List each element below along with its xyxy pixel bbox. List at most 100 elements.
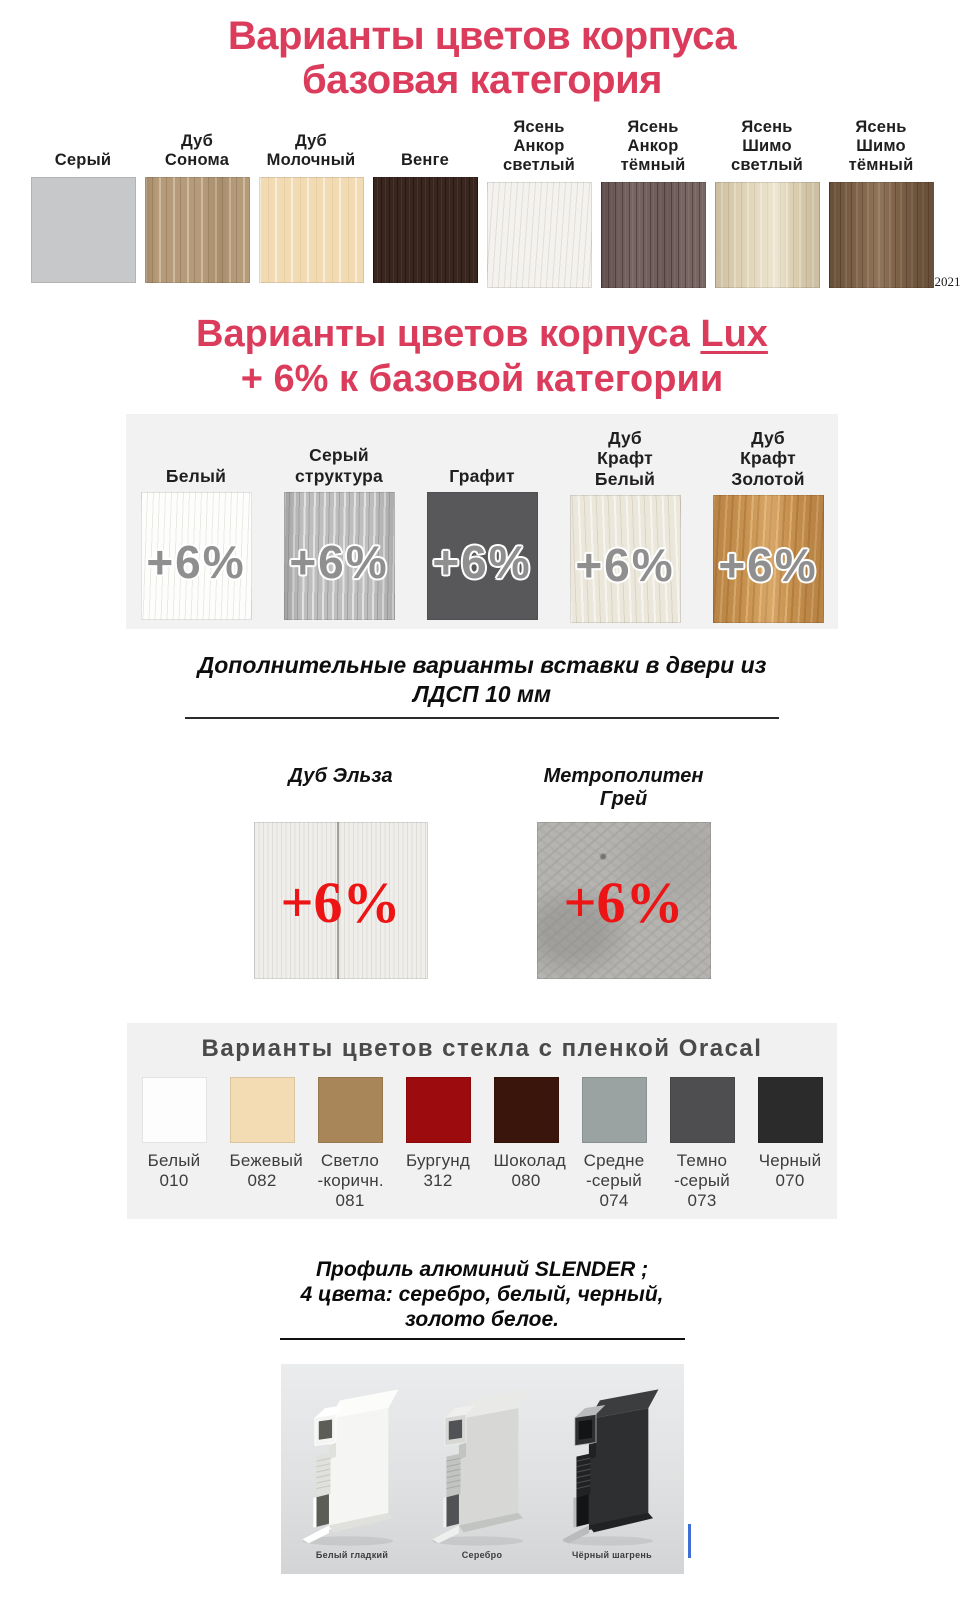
color-swatch[interactable] xyxy=(372,177,478,283)
inserts-divider xyxy=(185,716,779,719)
color-swatch[interactable] xyxy=(258,177,364,283)
profile-label: Белый гладкий xyxy=(315,1549,389,1560)
base-colors-header: Варианты цветов корпуса базовая категори… xyxy=(0,0,964,102)
color-swatch[interactable] xyxy=(486,182,592,289)
lux-swatch-item: Дуб Крафт Белый +6% xyxy=(569,428,681,623)
base-colors-title-line1: Варианты цветов корпуса xyxy=(227,14,737,58)
swatch-label: Шоколад 080 xyxy=(493,1150,566,1190)
color-swatch[interactable] xyxy=(600,182,706,289)
inserts-title-line2: ЛДСП 10 мм xyxy=(413,681,551,708)
swatch-label: Белый xyxy=(165,465,227,486)
swatch-label: Метрополитен Грей xyxy=(543,764,704,810)
color-swatch[interactable]: +6% xyxy=(426,492,538,621)
color-swatch[interactable] xyxy=(317,1076,383,1143)
swatch-label: Графит xyxy=(449,465,515,486)
insert-swatch-item: Метрополитен Грей +6% xyxy=(536,764,711,979)
swatch-label: Белый 010 xyxy=(147,1150,201,1190)
color-swatch[interactable]: +6% xyxy=(140,492,252,621)
color-swatch[interactable] xyxy=(581,1076,647,1143)
lux-colors-row: Белый +6% Серый структура +6% Графит +6% Дуб К… xyxy=(126,428,838,623)
swatch-label: Дуб Молочный xyxy=(266,131,356,169)
color-swatch[interactable] xyxy=(405,1076,471,1143)
swatch-label: Дуб Крафт Белый xyxy=(594,428,656,489)
color-swatch[interactable] xyxy=(141,1076,207,1143)
swatch-label: Черный 070 xyxy=(758,1150,822,1190)
swatch-label: Дуб Крафт Золотой xyxy=(731,428,805,489)
swatch-label: Венге xyxy=(400,150,450,169)
profile-label: Чёрный шагрень xyxy=(572,1549,652,1560)
glass-colors-panel: Варианты цветов стекла с пленкой Oracal … xyxy=(127,1022,837,1219)
lux-swatch-item: Белый +6% xyxy=(140,428,252,623)
inserts-title-line1: Дополнительные варианты вставки в двери … xyxy=(197,651,767,678)
profile-title-line3: золото белое. xyxy=(404,1308,559,1332)
swatch-label: Светло -коричн. 081 xyxy=(317,1150,384,1210)
base-colors-section: Серый Дуб Сонома Дуб Молочный Венге Ясень Ан… xyxy=(30,118,961,289)
plus-six-percent-badge: +6% xyxy=(432,536,532,589)
glass-swatch-item: Бургунд 312 xyxy=(405,1076,471,1211)
base-colors-row: Серый Дуб Сонома Дуб Молочный Венге Ясень Ан… xyxy=(30,118,934,289)
base-swatch-item: Ясень Анкор тёмный xyxy=(600,118,706,289)
inserts-row: Дуб Эльза +6% Метрополитен Грей +6% xyxy=(0,765,964,979)
lux-colors-panel: Белый +6% Серый структура +6% Графит +6% Дуб К… xyxy=(126,414,838,629)
swatch-label: Темно -серый 073 xyxy=(674,1150,730,1210)
plus-six-percent-badge: +6% xyxy=(280,869,401,935)
color-swatch[interactable] xyxy=(757,1076,823,1143)
color-swatch[interactable]: +6% xyxy=(536,821,711,979)
base-swatch-item: Серый xyxy=(30,118,136,288)
aluminum-profile-drawing xyxy=(562,1388,659,1546)
color-swatch[interactable]: +6% xyxy=(283,492,395,621)
text-cursor xyxy=(688,1524,691,1558)
profile-title-line1: Профиль алюминий SLENDER ; xyxy=(315,1257,649,1281)
insert-swatch-item: Дуб Эльза +6% xyxy=(253,764,428,979)
profile-item: Серебро xyxy=(419,1380,546,1574)
swatch-label: Ясень Анкор светлый xyxy=(502,118,576,175)
color-swatch[interactable] xyxy=(669,1076,735,1143)
color-swatch[interactable] xyxy=(714,182,820,289)
swatch-label: Ясень Шимо тёмный xyxy=(848,118,914,175)
glass-swatch-item: Светло -коричн. 081 xyxy=(317,1076,384,1211)
base-swatch-item: Венге xyxy=(372,118,478,288)
color-swatch[interactable] xyxy=(493,1076,559,1143)
glass-colors-title: Варианты цветов стекла с пленкой Oracal xyxy=(201,1034,763,1062)
glass-swatch-item: Белый 010 xyxy=(141,1076,207,1211)
profile-label: Серебро xyxy=(461,1549,503,1560)
profile-item: Белый гладкий xyxy=(289,1380,416,1574)
lux-title-line2: + 6% к базовой категории xyxy=(240,358,724,401)
color-swatch[interactable] xyxy=(30,177,136,283)
color-swatch[interactable] xyxy=(144,177,250,283)
color-swatch[interactable]: +6% xyxy=(253,821,428,979)
profile-item: Чёрный шагрень xyxy=(549,1380,676,1574)
year-watermark: 2021 xyxy=(934,274,961,290)
swatch-label: Ясень Шимо светлый xyxy=(730,118,804,175)
lux-swatch-item: Серый структура +6% xyxy=(283,428,395,623)
base-colors-title-line2: базовая категория xyxy=(301,58,663,102)
glass-colors-row: Белый 010 Бежевый 082 Светло -коричн. 081 Б… xyxy=(127,1076,837,1211)
lux-colors-header: Варианты цветов корпуса Lux + 6% к базов… xyxy=(0,312,964,402)
profile-section: Профиль алюминий SLENDER ; 4 цвета: сере… xyxy=(0,1257,964,1574)
aluminum-profile-drawing xyxy=(302,1388,399,1546)
base-swatch-item: Ясень Шимо тёмный xyxy=(828,118,934,289)
swatch-label: Ясень Анкор тёмный xyxy=(620,118,686,175)
base-swatch-item: Ясень Шимо светлый xyxy=(714,118,820,289)
lux-title-lux-word: Lux xyxy=(700,313,768,356)
base-swatch-item: Дуб Молочный xyxy=(258,118,364,288)
base-swatch-item: Дуб Сонома xyxy=(144,118,250,288)
aluminum-profile-drawing xyxy=(432,1388,529,1546)
plus-six-percent-badge: +6% xyxy=(575,538,675,591)
swatch-label: Дуб Эльза xyxy=(288,764,393,787)
plus-six-percent-badge: +6% xyxy=(718,538,818,591)
lux-title-line1: Варианты цветов корпуса Lux xyxy=(0,312,964,357)
color-swatch[interactable] xyxy=(828,182,934,289)
profile-photo: Белый гладкий Серебро Чёрный шагрень xyxy=(280,1363,684,1574)
glass-swatch-item: Средне -серый 074 xyxy=(581,1076,647,1211)
color-swatch[interactable]: +6% xyxy=(569,494,681,623)
base-swatch-item: Ясень Анкор светлый xyxy=(486,118,592,289)
glass-swatch-item: Темно -серый 073 xyxy=(669,1076,735,1211)
plus-six-percent-badge: +6% xyxy=(289,536,389,589)
color-swatch[interactable] xyxy=(229,1076,295,1143)
swatch-label: Средне -серый 074 xyxy=(583,1150,645,1210)
plus-six-percent-badge: +6% xyxy=(563,869,684,935)
swatch-label: Бежевый 082 xyxy=(229,1150,303,1190)
color-swatch[interactable]: +6% xyxy=(712,495,824,623)
